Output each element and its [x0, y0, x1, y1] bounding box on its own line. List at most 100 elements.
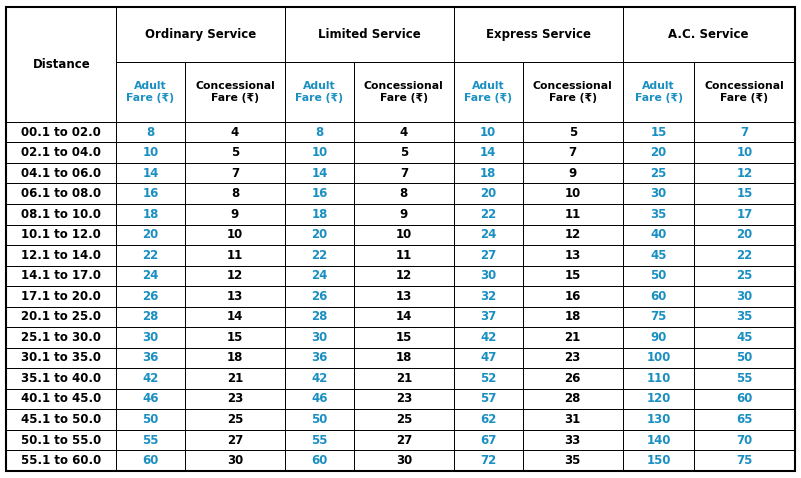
- Text: 30: 30: [736, 290, 753, 303]
- Text: 17.1 to 20.0: 17.1 to 20.0: [22, 290, 101, 303]
- Bar: [116, 327, 185, 348]
- Text: 42: 42: [312, 372, 328, 385]
- Text: 10: 10: [565, 187, 581, 200]
- Bar: [6, 306, 116, 327]
- Text: 14: 14: [227, 310, 244, 324]
- Text: 12: 12: [736, 167, 753, 180]
- Text: 10.1 to 12.0: 10.1 to 12.0: [22, 228, 101, 241]
- Bar: [454, 245, 522, 266]
- Bar: [694, 184, 795, 204]
- Bar: [522, 163, 623, 184]
- Bar: [454, 122, 522, 142]
- Bar: [454, 450, 522, 471]
- Bar: [185, 225, 285, 245]
- Text: 26: 26: [565, 372, 581, 385]
- Bar: [116, 306, 185, 327]
- Bar: [623, 225, 694, 245]
- Bar: [354, 368, 454, 389]
- Bar: [285, 368, 354, 389]
- Text: 08.1 to 10.0: 08.1 to 10.0: [22, 208, 101, 221]
- Bar: [623, 122, 694, 142]
- Bar: [694, 266, 795, 286]
- Bar: [185, 450, 285, 471]
- Text: 16: 16: [565, 290, 581, 303]
- Text: 25: 25: [396, 413, 412, 426]
- Text: 23: 23: [396, 392, 412, 405]
- Text: 10: 10: [227, 228, 243, 241]
- Bar: [185, 389, 285, 409]
- Text: 8: 8: [231, 187, 239, 200]
- Text: 62: 62: [480, 413, 497, 426]
- Text: 8: 8: [316, 126, 324, 139]
- Text: 13: 13: [396, 290, 412, 303]
- Bar: [623, 368, 694, 389]
- Text: 33: 33: [565, 434, 581, 446]
- Text: 140: 140: [646, 434, 671, 446]
- Text: 35: 35: [650, 208, 666, 221]
- Text: 120: 120: [646, 392, 670, 405]
- Text: 10: 10: [312, 146, 328, 159]
- Bar: [354, 430, 454, 450]
- Text: Adult
Fare (₹): Adult Fare (₹): [127, 81, 175, 103]
- Text: 31: 31: [565, 413, 581, 426]
- Text: 7: 7: [400, 167, 408, 180]
- Bar: [285, 7, 454, 62]
- Bar: [522, 389, 623, 409]
- Text: 27: 27: [227, 434, 243, 446]
- Bar: [694, 245, 795, 266]
- Bar: [185, 409, 285, 430]
- Bar: [6, 184, 116, 204]
- Bar: [6, 204, 116, 225]
- Bar: [285, 409, 354, 430]
- Bar: [185, 204, 285, 225]
- Text: 5: 5: [569, 126, 577, 139]
- Bar: [522, 204, 623, 225]
- Text: 150: 150: [646, 454, 671, 467]
- Text: 15: 15: [565, 269, 581, 282]
- Text: 8: 8: [147, 126, 155, 139]
- Text: 18: 18: [565, 310, 581, 324]
- Bar: [185, 62, 285, 122]
- Text: 17: 17: [736, 208, 753, 221]
- Bar: [116, 450, 185, 471]
- Text: 21: 21: [565, 331, 581, 344]
- Bar: [623, 163, 694, 184]
- Bar: [454, 348, 522, 368]
- Text: 55: 55: [143, 434, 159, 446]
- Text: 5: 5: [400, 146, 408, 159]
- Bar: [116, 368, 185, 389]
- Text: 42: 42: [143, 372, 159, 385]
- Bar: [522, 286, 623, 306]
- Bar: [522, 122, 623, 142]
- Bar: [354, 389, 454, 409]
- Text: 24: 24: [480, 228, 497, 241]
- Text: 28: 28: [143, 310, 159, 324]
- Text: Ordinary Service: Ordinary Service: [145, 28, 256, 41]
- Bar: [522, 245, 623, 266]
- Bar: [623, 286, 694, 306]
- Text: 18: 18: [143, 208, 159, 221]
- Bar: [185, 430, 285, 450]
- Bar: [454, 184, 522, 204]
- Bar: [623, 389, 694, 409]
- Bar: [285, 450, 354, 471]
- Text: 24: 24: [143, 269, 159, 282]
- Bar: [6, 266, 116, 286]
- Bar: [285, 62, 354, 122]
- Bar: [694, 306, 795, 327]
- Text: 18: 18: [312, 208, 328, 221]
- Text: 14: 14: [396, 310, 412, 324]
- Bar: [522, 142, 623, 163]
- Text: 21: 21: [227, 372, 243, 385]
- Bar: [454, 286, 522, 306]
- Bar: [285, 327, 354, 348]
- Text: 28: 28: [312, 310, 328, 324]
- Text: 25: 25: [736, 269, 753, 282]
- Bar: [623, 142, 694, 163]
- Text: 7: 7: [740, 126, 749, 139]
- Bar: [285, 286, 354, 306]
- Text: 11: 11: [396, 249, 412, 262]
- Bar: [623, 409, 694, 430]
- Text: 65: 65: [736, 413, 753, 426]
- Text: 20: 20: [143, 228, 159, 241]
